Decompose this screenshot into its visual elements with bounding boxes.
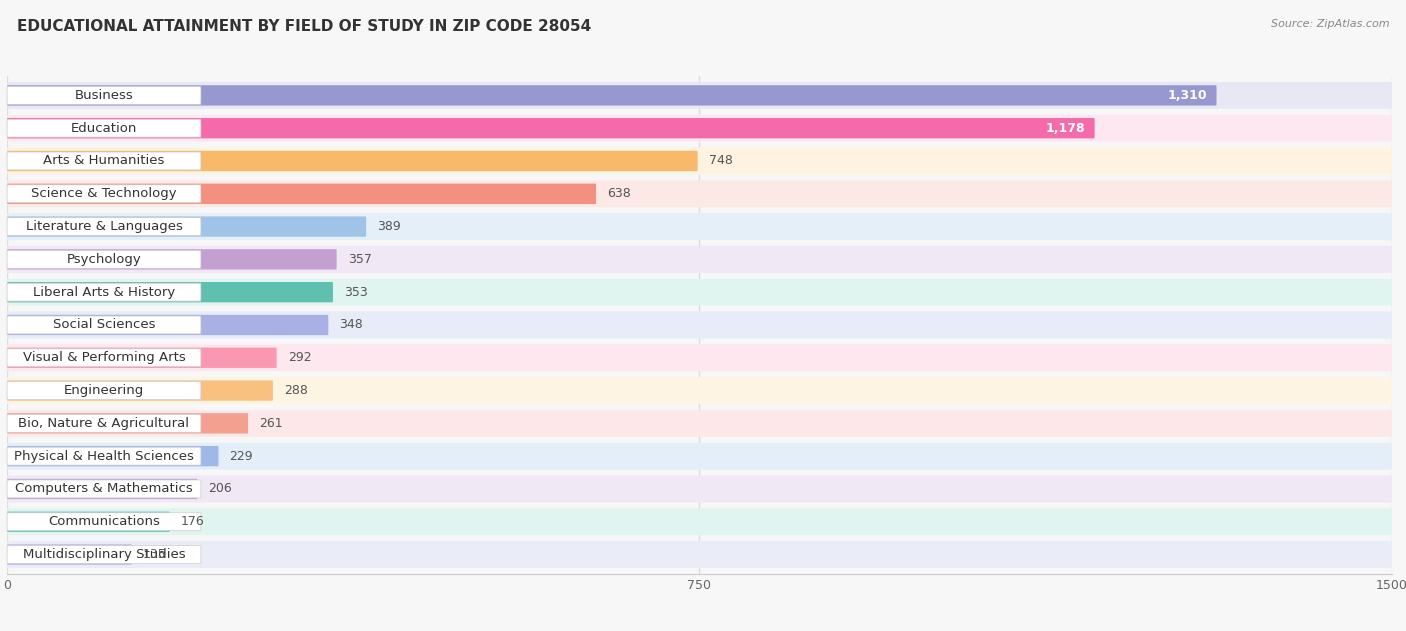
Text: 292: 292 (288, 351, 311, 364)
FancyBboxPatch shape (7, 545, 132, 565)
Text: 229: 229 (229, 450, 253, 463)
Text: Source: ZipAtlas.com: Source: ZipAtlas.com (1271, 19, 1389, 29)
Text: Visual & Performing Arts: Visual & Performing Arts (22, 351, 186, 364)
Text: Multidisciplinary Studies: Multidisciplinary Studies (22, 548, 186, 561)
Text: 261: 261 (259, 417, 283, 430)
Text: Education: Education (70, 122, 138, 134)
FancyBboxPatch shape (7, 415, 201, 432)
FancyBboxPatch shape (7, 380, 273, 401)
Text: Computers & Mathematics: Computers & Mathematics (15, 483, 193, 495)
Text: 176: 176 (180, 516, 204, 528)
FancyBboxPatch shape (7, 349, 201, 367)
Text: 288: 288 (284, 384, 308, 397)
FancyBboxPatch shape (7, 410, 1392, 437)
FancyBboxPatch shape (7, 447, 201, 465)
FancyBboxPatch shape (7, 413, 247, 433)
FancyBboxPatch shape (7, 180, 1392, 207)
FancyBboxPatch shape (7, 184, 596, 204)
FancyBboxPatch shape (7, 443, 1392, 469)
FancyBboxPatch shape (7, 283, 201, 301)
FancyBboxPatch shape (7, 348, 277, 368)
FancyBboxPatch shape (7, 119, 201, 137)
FancyBboxPatch shape (7, 541, 1392, 568)
Text: Engineering: Engineering (63, 384, 143, 397)
Text: Liberal Arts & History: Liberal Arts & History (32, 286, 176, 298)
Text: Arts & Humanities: Arts & Humanities (44, 155, 165, 167)
FancyBboxPatch shape (7, 476, 1392, 502)
FancyBboxPatch shape (7, 118, 1095, 138)
FancyBboxPatch shape (7, 218, 201, 235)
FancyBboxPatch shape (7, 251, 201, 268)
Text: Literature & Languages: Literature & Languages (25, 220, 183, 233)
FancyBboxPatch shape (7, 513, 201, 531)
Text: Communications: Communications (48, 516, 160, 528)
Text: Business: Business (75, 89, 134, 102)
Text: EDUCATIONAL ATTAINMENT BY FIELD OF STUDY IN ZIP CODE 28054: EDUCATIONAL ATTAINMENT BY FIELD OF STUDY… (17, 19, 591, 34)
FancyBboxPatch shape (7, 246, 1392, 273)
FancyBboxPatch shape (7, 185, 201, 203)
FancyBboxPatch shape (7, 148, 1392, 174)
FancyBboxPatch shape (7, 446, 218, 466)
Text: 206: 206 (208, 483, 232, 495)
Text: 389: 389 (377, 220, 401, 233)
FancyBboxPatch shape (7, 480, 201, 498)
Text: Social Sciences: Social Sciences (52, 319, 155, 331)
FancyBboxPatch shape (7, 377, 1392, 404)
Text: Psychology: Psychology (66, 253, 142, 266)
FancyBboxPatch shape (7, 282, 333, 302)
FancyBboxPatch shape (7, 85, 1216, 105)
Text: 1,310: 1,310 (1167, 89, 1208, 102)
FancyBboxPatch shape (7, 279, 1392, 305)
FancyBboxPatch shape (7, 213, 1392, 240)
FancyBboxPatch shape (7, 86, 201, 104)
FancyBboxPatch shape (7, 152, 201, 170)
Text: 348: 348 (339, 319, 363, 331)
FancyBboxPatch shape (7, 546, 201, 563)
FancyBboxPatch shape (7, 316, 201, 334)
FancyBboxPatch shape (7, 345, 1392, 371)
FancyBboxPatch shape (7, 312, 1392, 338)
Text: 1,178: 1,178 (1046, 122, 1085, 134)
Text: 748: 748 (709, 155, 733, 167)
FancyBboxPatch shape (7, 82, 1392, 109)
Text: Physical & Health Sciences: Physical & Health Sciences (14, 450, 194, 463)
FancyBboxPatch shape (7, 315, 329, 335)
FancyBboxPatch shape (7, 249, 336, 269)
Text: Science & Technology: Science & Technology (31, 187, 177, 200)
Text: Bio, Nature & Agricultural: Bio, Nature & Agricultural (18, 417, 190, 430)
Text: 353: 353 (344, 286, 368, 298)
FancyBboxPatch shape (7, 216, 366, 237)
FancyBboxPatch shape (7, 512, 170, 532)
FancyBboxPatch shape (7, 151, 697, 171)
FancyBboxPatch shape (7, 479, 197, 499)
Text: 135: 135 (143, 548, 166, 561)
Text: 638: 638 (607, 187, 631, 200)
Text: 357: 357 (347, 253, 371, 266)
FancyBboxPatch shape (7, 382, 201, 399)
FancyBboxPatch shape (7, 509, 1392, 535)
FancyBboxPatch shape (7, 115, 1392, 141)
